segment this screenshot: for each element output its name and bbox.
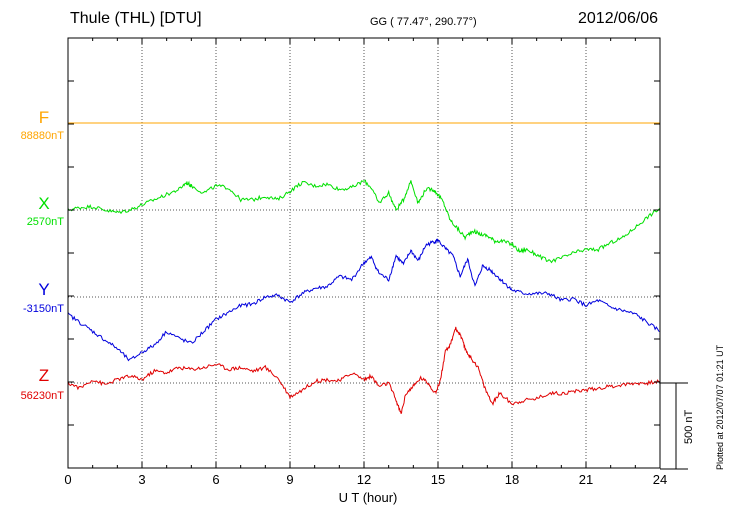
x-axis-label: U T (hour) [339, 490, 398, 505]
scale-bar-label: 500 nT [683, 409, 695, 444]
x-tick-label-12: 12 [357, 472, 371, 487]
series-z-baseline: 56230nT [20, 390, 64, 402]
series-y-baseline: -3150nT [23, 303, 64, 315]
trace-x [67, 179, 661, 264]
series-x-letter: X [38, 194, 50, 213]
series-f-letter: F [38, 108, 50, 127]
x-tick-label-0: 0 [64, 472, 71, 487]
date-label: 2012/06/06 [578, 10, 659, 27]
coordinates-label: GG ( 77.47°, 290.77°) [370, 16, 477, 28]
x-tick-label-15: 15 [431, 472, 445, 487]
x-tick-label-21: 21 [579, 472, 593, 487]
plot-frame [67, 37, 661, 469]
x-tick-label-3: 3 [138, 472, 145, 487]
series-z-letter: Z [38, 366, 50, 385]
series-x-baseline: 2570nT [26, 216, 64, 228]
plotted-at-note: Plotted at 2012/07/07 01:21 UT [715, 344, 725, 470]
series-f-baseline: 88880nT [20, 130, 64, 142]
x-tick-label-18: 18 [505, 472, 519, 487]
x-tick-label-6: 6 [212, 472, 219, 487]
trace-z [67, 326, 661, 414]
series-y-letter: Y [38, 280, 50, 299]
trace-y [67, 238, 661, 362]
x-tick-label-9: 9 [286, 472, 293, 487]
x-tick-label-24: 24 [653, 472, 667, 487]
station-title: Thule (THL) [DTU] [70, 10, 202, 27]
